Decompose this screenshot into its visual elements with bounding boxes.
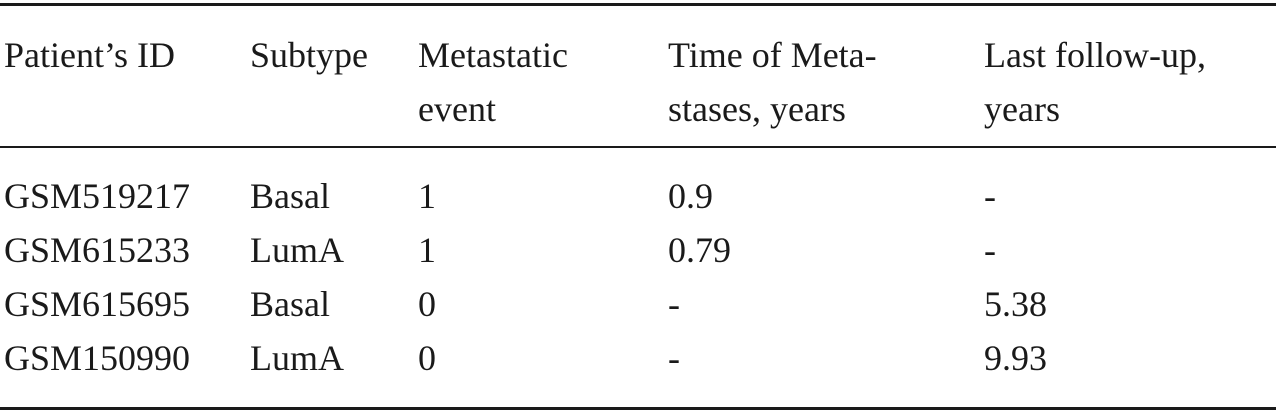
top-rule [0,3,1276,6]
header-line: Metastatic [418,35,568,75]
header-line: Time of Meta- [668,35,877,75]
table-cell: 0.9 [668,176,713,216]
table-cell: Basal [250,176,330,216]
header-line: Patient’s ID [4,35,175,75]
table-cell: LumA [250,338,344,378]
table-cell: 0 [418,284,436,324]
table-cell: Basal [250,284,330,324]
table-cell: 1 [418,176,436,216]
table-cell: GSM519217 [4,176,191,216]
table-cell: 1 [418,230,436,270]
table-cell: 5.38 [984,284,1047,324]
header-line: years [984,89,1060,129]
header-subtype: Subtype [250,28,368,82]
table-cell: 0.79 [668,230,731,270]
header-line: Subtype [250,35,369,75]
header-patient-id: Patient’s ID [4,28,175,82]
table-cell: GSM615695 [4,284,191,324]
table-cell: GSM150990 [4,338,191,378]
header-last-follow-up: Last follow-up, years [984,28,1206,136]
bottom-rule [0,407,1276,410]
table-cell: 0 [418,338,436,378]
header-line: Last follow-up, [984,35,1206,75]
table-cell: - [984,230,996,270]
table-cell: LumA [250,230,344,270]
table-cell: 9.93 [984,338,1047,378]
header-metastatic-event: Metastatic event [418,28,568,136]
header-rule [0,146,1276,148]
header-line: stases, years [668,89,846,129]
table-cell: - [668,338,680,378]
table-cell: - [984,176,996,216]
header-line: event [418,89,496,129]
header-time-of-metastases: Time of Meta- stases, years [668,28,877,136]
table-cell: GSM615233 [4,230,191,270]
table-cell: - [668,284,680,324]
